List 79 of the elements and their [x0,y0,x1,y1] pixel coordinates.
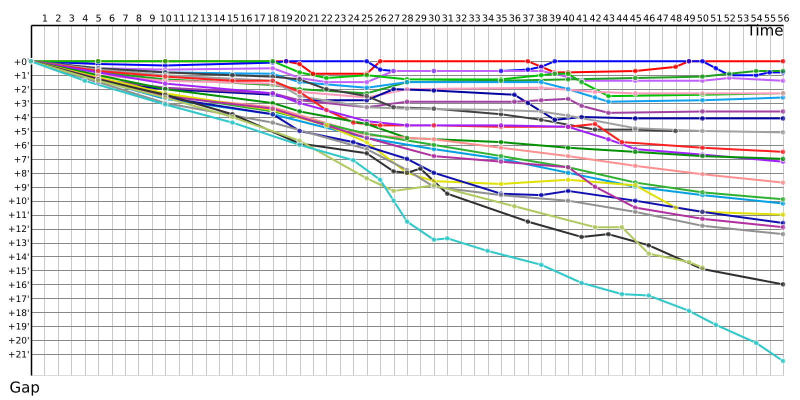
x-tick-label: 5 [96,14,102,24]
x-tick-label: 10 [160,14,172,24]
x-tick-label: 47 [656,14,669,24]
y-tick-label: +7' [14,155,30,166]
x-tick-label: 56 [777,14,790,24]
y-tick-label: +1' [14,72,30,82]
x-tick-label: 31 [442,14,454,24]
x-tick-label: 8 [136,14,142,24]
x-tick-label: 45 [630,14,642,24]
y-tick-label: +9' [14,183,30,194]
x-tick-label: 34 [482,14,494,24]
y-tick-label: +20' [8,336,30,347]
y-tick-label: +19' [8,322,30,333]
y-axis-title: Gap [10,378,40,396]
x-tick-label: 26 [374,14,387,24]
y-tick-label: +18' [8,308,30,319]
y-tick-label: +0' [14,58,30,68]
x-tick-label: 1 [42,14,48,24]
x-tick-label: 27 [388,14,400,24]
y-tick-label: +2' [14,86,30,96]
y-tick-label: +14' [8,252,30,263]
x-tick-label: 53 [737,14,750,24]
y-tick-label: +13' [8,239,30,250]
x-tick-label: 50 [696,14,709,24]
x-tick-label: 55 [764,14,776,24]
x-tick-label: 12 [186,14,199,24]
x-tick-label: 48 [670,14,682,24]
y-tick-label: +21' [8,350,30,361]
x-tick-label: 15 [226,14,239,24]
x-tick-label: 11 [173,14,186,24]
y-tick-label: +17' [8,294,30,305]
x-tick-label: 46 [643,14,656,24]
x-tick-label: 24 [348,14,360,24]
y-tick-label: +5' [14,127,30,138]
x-tick-label: 9 [149,14,156,24]
x-tick-label: 35 [495,14,508,24]
x-tick-label: 19 [280,14,293,24]
y-tick-label: +12' [8,225,30,236]
x-tick-label: 14 [213,14,226,24]
x-tick-label: 38 [536,14,548,24]
x-tick-label: 42 [589,14,602,24]
x-tick-label: 40 [562,14,575,24]
x-tick-label: 54 [750,14,763,24]
y-tick-label: +10' [8,197,30,208]
x-tick-label: 2 [55,14,62,24]
y-tick-label: +11' [8,211,30,222]
x-tick-label: 6 [109,14,116,24]
x-tick-label: 33 [468,14,481,24]
y-tick-label: +6' [14,141,30,152]
x-tick-label: 52 [724,14,736,24]
x-tick-label: 20 [294,14,306,24]
x-tick-label: 43 [602,14,615,24]
x-tick-label: 7 [122,14,129,24]
x-tick-label: 18 [267,14,280,24]
x-tick-label: 16 [240,14,252,24]
x-tick-label: 51 [710,14,722,24]
y-tick-label: +8' [14,169,30,180]
x-tick-label: 25 [361,14,374,24]
x-tick-label: 4 [82,14,88,24]
y-tick-label: +15' [8,266,30,277]
x-tick-label: 13 [200,14,212,24]
x-tick-label: 41 [576,14,588,24]
x-tick-label: 49 [683,14,696,24]
x-tick-label: 3 [68,14,75,24]
x-tick-label: 23 [334,14,346,24]
x-tick-label: 28 [401,14,414,24]
y-tick-label: +3' [14,100,30,110]
y-tick-label: +4' [14,114,30,124]
x-tick-label: 30 [428,14,440,24]
x-tick-label: 17 [254,14,266,24]
x-tick-label: 44 [616,14,628,24]
x-tick-label: 39 [549,14,562,24]
x-tick-label: 21 [307,14,320,24]
x-tick-label: 29 [414,14,427,24]
x-tick-label: 36 [508,14,521,24]
x-tick-label: 37 [522,14,534,24]
x-tick-label: 22 [320,14,333,24]
x-tick-label: 32 [455,14,468,24]
y-tick-label: +16' [8,280,30,291]
